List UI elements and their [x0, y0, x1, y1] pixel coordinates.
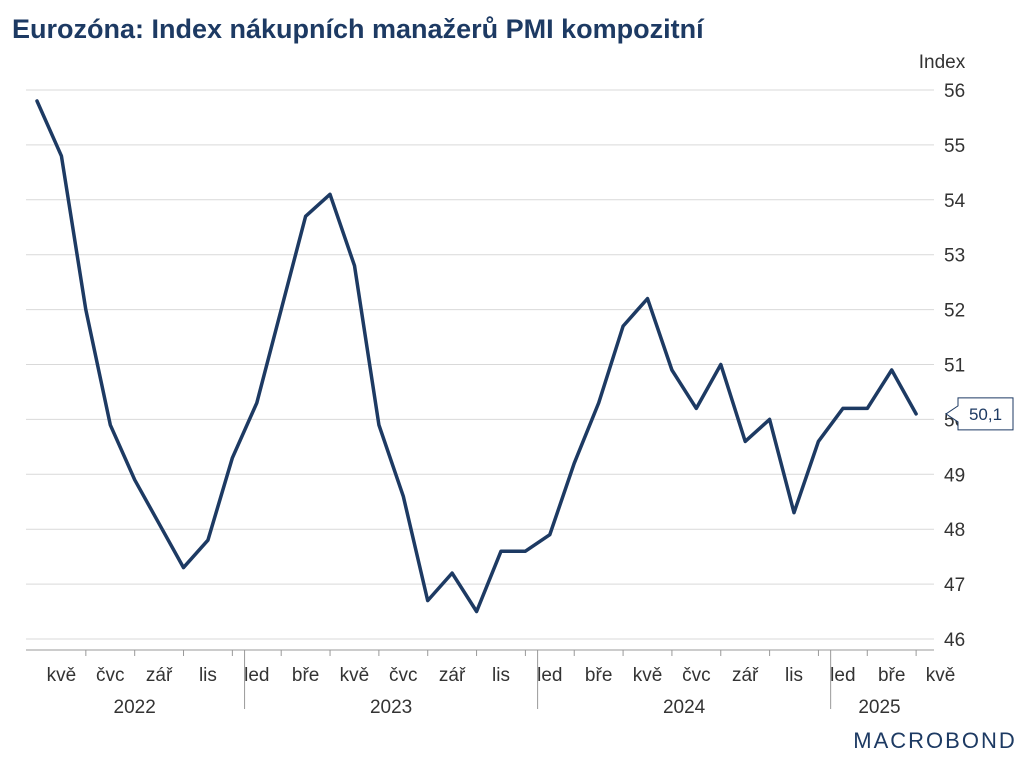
- y-tick-label: 49: [944, 465, 965, 486]
- year-label: 2022: [114, 697, 156, 718]
- x-tick-label: led: [830, 665, 855, 686]
- x-tick-label: kvě: [633, 665, 663, 686]
- x-tick-label: lis: [492, 665, 510, 686]
- year-label: 2024: [663, 697, 706, 718]
- y-tick-label: 52: [944, 301, 965, 322]
- y-tick-label: 56: [944, 81, 965, 102]
- y-tick-label: 46: [944, 630, 965, 651]
- last-value-callout: 50,1: [945, 397, 1014, 431]
- series-layer: [35, 99, 918, 614]
- x-tick-label: čvc: [682, 665, 711, 686]
- x-tick-label: čvc: [389, 665, 418, 686]
- pmi-series-line: [35, 99, 918, 614]
- x-tick-label: bře: [292, 665, 319, 686]
- grid-lines: [26, 89, 934, 640]
- x-tick-label: kvě: [340, 665, 370, 686]
- x-tick-label: led: [537, 665, 562, 686]
- x-tick-label: lis: [199, 665, 217, 686]
- y-tick-label: 51: [944, 356, 965, 377]
- x-tick-label: kvě: [47, 665, 77, 686]
- y-tick-label: 53: [944, 246, 965, 267]
- last-value-label: 50,1: [969, 405, 1002, 424]
- y-tick-label: 54: [944, 191, 966, 212]
- y-tick-label: 47: [944, 575, 965, 596]
- year-labels: 2022 2023 2024 2025: [114, 697, 901, 718]
- callout-box: [945, 397, 1014, 431]
- x-tick-label: zář: [439, 665, 466, 686]
- year-label: 2025: [858, 697, 900, 718]
- x-tick-label: kvě: [926, 665, 956, 686]
- y-tick-label: 55: [944, 136, 965, 157]
- x-tick-label: zář: [146, 665, 173, 686]
- y-tick-label: 48: [944, 520, 965, 541]
- x-tick-label: bře: [585, 665, 612, 686]
- x-tick-label: led: [244, 665, 269, 686]
- x-tick-label: lis: [785, 665, 803, 686]
- x-axis: [26, 649, 934, 709]
- chart-title: Eurozóna: Index nákupních manažerů PMI k…: [12, 14, 704, 44]
- macrobond-logo: MACROBOND: [853, 728, 1016, 753]
- brand-name: MACROBOND: [853, 728, 1016, 753]
- y-axis-unit-label: Index: [919, 52, 966, 73]
- x-tick-label: bře: [878, 665, 905, 686]
- year-label: 2023: [370, 697, 412, 718]
- x-tick-label: zář: [732, 665, 759, 686]
- x-tick-label: čvc: [96, 665, 125, 686]
- x-axis-ticks: kvě čvc zář lis led bře kvě čvc zář lis led bře kvě č…: [47, 665, 956, 686]
